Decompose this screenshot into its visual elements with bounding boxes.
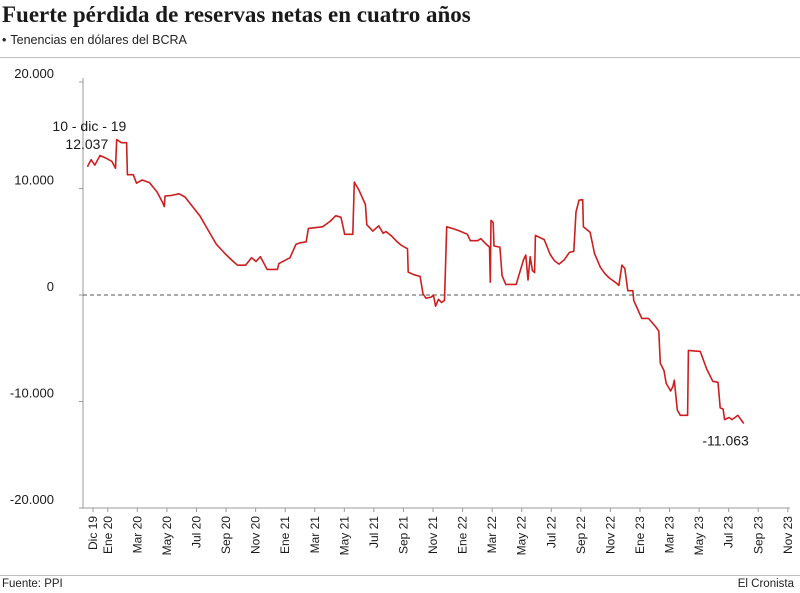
x-tick-label: Mar 22 — [485, 516, 499, 554]
y-tick-label: -20.000 — [10, 492, 54, 507]
chart-title: Fuerte pérdida de reservas netas en cuat… — [2, 2, 471, 27]
x-tick-label: Mar 21 — [308, 516, 322, 554]
x-tick-label: Nov 20 — [249, 516, 263, 554]
y-tick-label: 20.000 — [14, 66, 54, 81]
x-tick-label: Jul 23 — [722, 516, 736, 548]
x-tick-label: Mar 23 — [663, 516, 677, 554]
x-tick-label: Ene 22 — [456, 516, 470, 554]
publisher-brand: El Cronista — [737, 578, 794, 590]
reserves-series-line — [86, 138, 745, 424]
start-date-annotation: 10 - dic - 19 — [52, 118, 126, 134]
y-tick-label: -10.000 — [10, 386, 54, 401]
x-tick-label: Mar 20 — [130, 516, 144, 554]
chart-subtitle: • Tenencias en dólares del BCRA — [2, 33, 187, 47]
x-tick-label: Jul 21 — [367, 516, 381, 548]
x-tick-label: Ene 23 — [633, 516, 647, 554]
x-tick-label: Sep 22 — [574, 516, 588, 554]
x-tick-label: May 22 — [515, 516, 529, 556]
y-tick-label: 0 — [47, 279, 54, 294]
header-divider — [0, 57, 800, 58]
x-tick-label: Nov 23 — [781, 516, 795, 554]
x-tick-label: Sep 21 — [396, 516, 410, 554]
y-tick-label: 10.000 — [14, 173, 54, 188]
x-tick-label: Sep 23 — [751, 516, 765, 554]
x-tick-label: May 21 — [337, 516, 351, 556]
source-note: Fuente: PPI — [2, 578, 63, 590]
x-tick-label: Ene 20 — [101, 516, 115, 554]
x-tick-label: Nov 21 — [426, 516, 440, 554]
end-value-annotation: -11.063 — [702, 432, 749, 448]
subtitle-bullet: • — [2, 33, 7, 47]
footer-divider — [0, 575, 800, 576]
subtitle-text: Tenencias en dólares del BCRA — [10, 33, 187, 47]
x-tick-label: Nov 22 — [603, 516, 617, 554]
x-tick-label: May 20 — [160, 516, 174, 556]
start-value-annotation: 12.037 — [65, 136, 108, 152]
x-tick-label: Dic 19 — [86, 516, 100, 550]
x-tick-label: Ene 21 — [278, 516, 292, 554]
x-tick-label: Jul 20 — [189, 516, 203, 548]
x-tick-label: May 23 — [692, 516, 706, 556]
x-tick-label: Jul 22 — [544, 516, 558, 548]
x-tick-label: Sep 20 — [219, 516, 233, 554]
